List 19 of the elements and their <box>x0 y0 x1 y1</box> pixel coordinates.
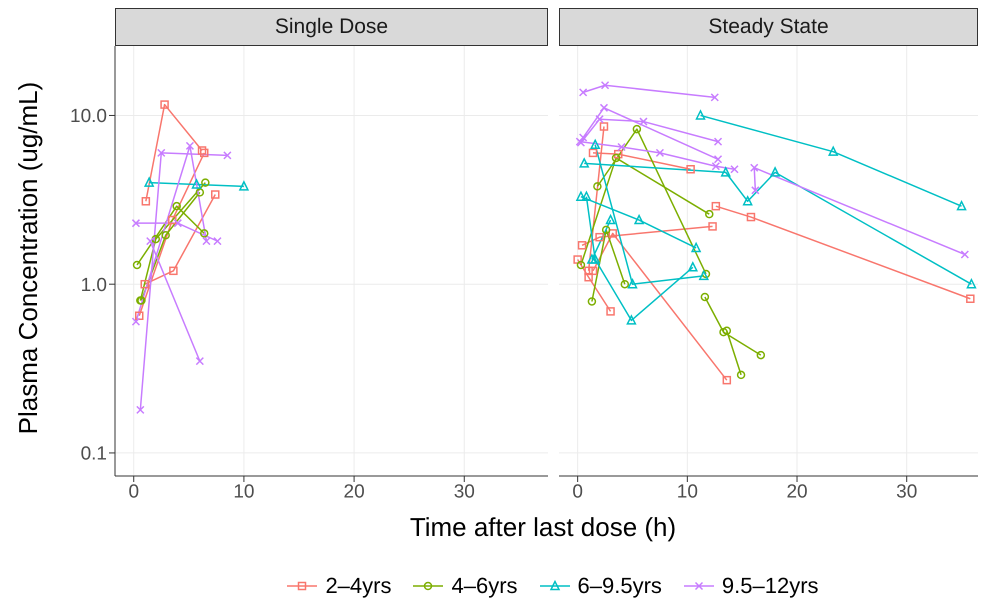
y-axis-title: Plasma Concentration (ug/mL) <box>13 80 44 436</box>
legend-label: 4–6yrs <box>451 573 518 599</box>
x-tick-label: 10 <box>233 481 254 502</box>
y-tick-label: 10.0 <box>70 106 107 128</box>
x-tick-label: 20 <box>344 481 365 502</box>
y-tick-label: 0.1 <box>80 444 107 465</box>
x-tick-label: 0 <box>572 481 583 502</box>
x-tick-label: 30 <box>454 481 475 502</box>
chart-title: Steady State <box>559 8 978 46</box>
x-tick-label: 10 <box>676 481 698 502</box>
legend-label: 9.5–12yrs <box>722 573 819 599</box>
x-tick-label: 30 <box>896 481 918 502</box>
x-axis-title: Time after last dose (h) <box>408 512 678 543</box>
legend-label: 6–9.5yrs <box>578 573 662 599</box>
x-tick-label: 0 <box>128 481 140 502</box>
x-tick-label: 20 <box>786 481 808 502</box>
y-tick-label: 1.0 <box>80 274 107 296</box>
chart-title: Single Dose <box>115 8 548 46</box>
legend-label: 2–4yrs <box>325 573 392 599</box>
